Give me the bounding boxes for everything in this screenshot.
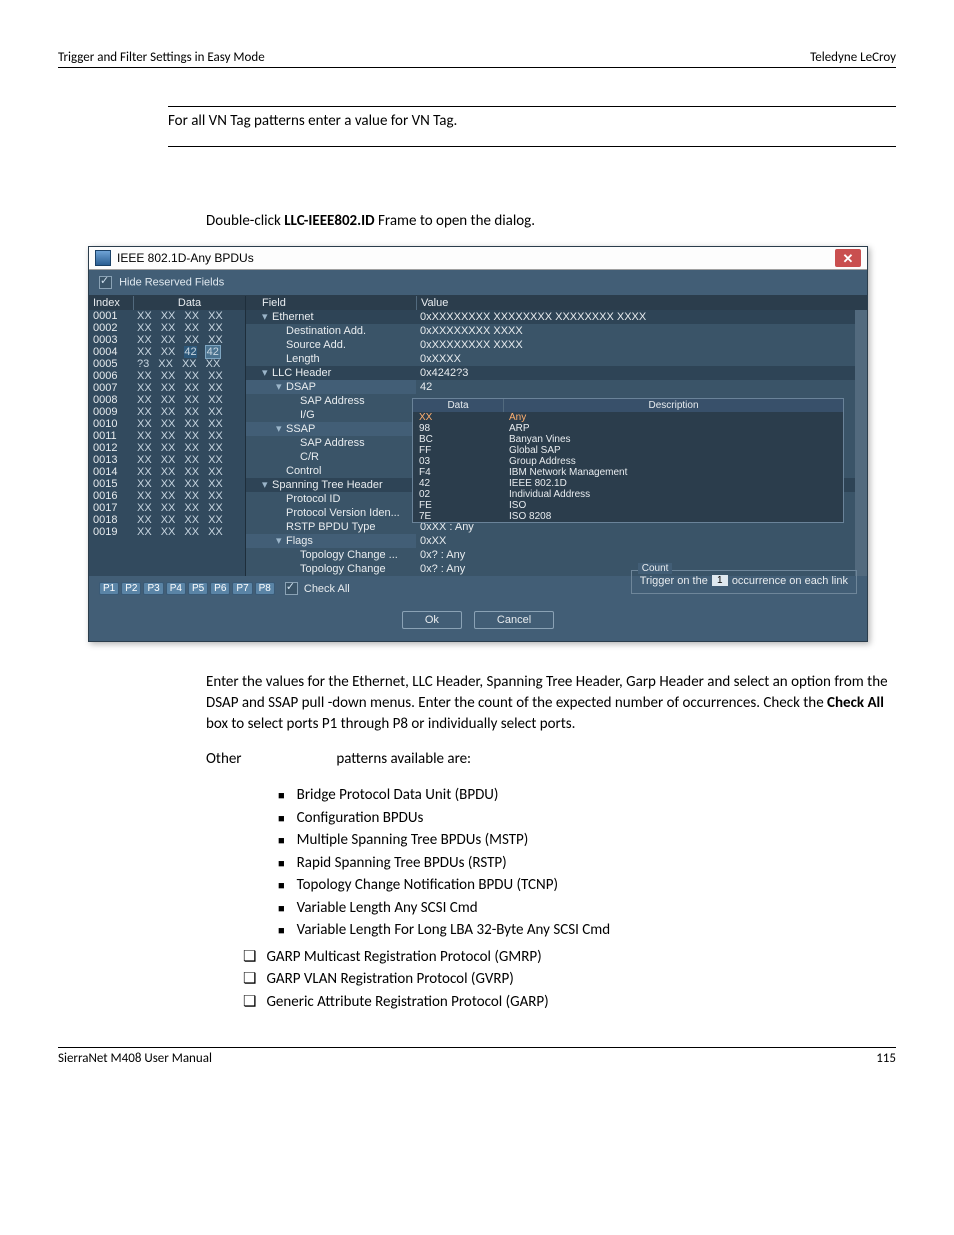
body-para-2: Other patterns available are: <box>206 749 896 770</box>
port-button[interactable]: P4 <box>166 582 186 595</box>
count-legend: Count <box>638 563 673 574</box>
check-all-label: Check All <box>304 583 350 595</box>
list-item: Generic Attribute Registration Protocol … <box>243 991 896 1014</box>
hex-row[interactable]: 0006XXXXXXXX <box>89 370 245 382</box>
dialog-body: Index Data 0001XXXXXXXX0002XXXXXXXX0003X… <box>89 295 867 576</box>
hex-row[interactable]: 0007XXXXXXXX <box>89 382 245 394</box>
separator <box>168 146 896 147</box>
port-button[interactable]: P7 <box>232 582 252 595</box>
hex-row[interactable]: 0009XXXXXXXX <box>89 406 245 418</box>
dropdown-item[interactable]: 7EISO 8208 <box>413 511 843 522</box>
hex-head-index: Index <box>89 296 134 310</box>
hex-row[interactable]: 0008XXXXXXXX <box>89 394 245 406</box>
ok-button[interactable]: Ok <box>402 611 462 629</box>
hex-row[interactable]: 0003XXXXXXXX <box>89 334 245 346</box>
footer-right: 115 <box>876 1051 896 1066</box>
field-tree-panel: Field Value ▾Ethernet0xXXXXXXXX XXXXXXXX… <box>246 296 867 576</box>
tree-row[interactable]: Source Add.0xXXXXXXXX XXXX <box>246 338 867 352</box>
port-button[interactable]: P2 <box>121 582 141 595</box>
dropdown-item[interactable]: 98ARP <box>413 423 843 434</box>
intro-2: Double-click LLC-IEEE802.ID Frame to ope… <box>206 211 896 232</box>
dialog-buttons: Ok Cancel <box>89 605 867 641</box>
tree-row[interactable]: ▾LLC Header0x4242?3 <box>246 366 867 380</box>
hex-row[interactable]: 0001XXXXXXXX <box>89 310 245 322</box>
hex-row[interactable]: 0012XXXXXXXX <box>89 442 245 454</box>
app-icon <box>95 250 111 266</box>
hex-row[interactable]: 0005?3XXXXXX <box>89 358 245 370</box>
hex-row[interactable]: 0017XXXXXXXX <box>89 502 245 514</box>
hex-row[interactable]: 0011XXXXXXXX <box>89 430 245 442</box>
hex-head-data: Data <box>134 296 245 310</box>
bullet-list: Bridge Protocol Data Unit (BPDU)Configur… <box>278 784 896 942</box>
dsap-dropdown[interactable]: Data Description XXAny98ARPBCBanyan Vine… <box>412 398 844 523</box>
dropdown-item[interactable]: 03Group Address <box>413 456 843 467</box>
list-item: GARP VLAN Registration Protocol (GVRP) <box>243 968 896 991</box>
hex-row[interactable]: 0002XXXXXXXX <box>89 322 245 334</box>
hide-reserved-label: Hide Reserved Fields <box>119 276 224 288</box>
tree-head-field: Field <box>246 296 417 310</box>
hex-panel: Index Data 0001XXXXXXXX0002XXXXXXXX0003X… <box>89 296 246 576</box>
tree-row[interactable]: Destination Add.0xXXXXXXXX XXXX <box>246 324 867 338</box>
dialog-title: IEEE 802.1D-Any BPDUs <box>117 251 254 265</box>
header-right: Teledyne LeCroy <box>810 50 896 65</box>
tree-row[interactable]: ▾Flags0xXX <box>246 534 867 548</box>
hex-row[interactable]: 0016XXXXXXXX <box>89 490 245 502</box>
hex-row[interactable]: 0015XXXXXXXX <box>89 478 245 490</box>
port-button[interactable]: P1 <box>99 582 119 595</box>
separator <box>168 106 896 107</box>
ieee-dialog: IEEE 802.1D-Any BPDUs ✕ Hide Reserved Fi… <box>88 246 868 642</box>
list-item: Topology Change Notification BPDU (TCNP) <box>278 874 896 897</box>
port-button[interactable]: P8 <box>255 582 275 595</box>
tree-row[interactable]: ▾DSAP42 <box>246 380 867 394</box>
port-button[interactable]: P3 <box>143 582 163 595</box>
hex-row[interactable]: 0010XXXXXXXX <box>89 418 245 430</box>
dialog-footer: P1P2P3P4P5P6P7P8 Check All Count Trigger… <box>89 576 867 605</box>
tree-row[interactable]: Topology Change ...0x? : Any <box>246 548 867 562</box>
list-item: Rapid Spanning Tree BPDUs (RSTP) <box>278 852 896 875</box>
dropdown-item[interactable]: F4IBM Network Management <box>413 467 843 478</box>
hex-row[interactable]: 0019XXXXXXXX <box>89 526 245 538</box>
count-input[interactable]: 1 <box>712 575 728 586</box>
hex-row[interactable]: 0018XXXXXXXX <box>89 514 245 526</box>
dropdown-item[interactable]: 02Individual Address <box>413 489 843 500</box>
dialog-toolbar: Hide Reserved Fields <box>89 270 867 295</box>
intro-1: For all VN Tag patterns enter a value fo… <box>168 111 896 132</box>
list-item: Bridge Protocol Data Unit (BPDU) <box>278 784 896 807</box>
dropdown-item[interactable]: BCBanyan Vines <box>413 434 843 445</box>
dropdown-item[interactable]: 42IEEE 802.1D <box>413 478 843 489</box>
dd-head-data: Data <box>413 399 504 412</box>
footer-left: SierraNet M408 User Manual <box>58 1051 212 1066</box>
hide-reserved-checkbox[interactable] <box>99 276 112 289</box>
check-list: GARP Multicast Registration Protocol (GM… <box>243 946 896 1014</box>
hex-row[interactable]: 0014XXXXXXXX <box>89 466 245 478</box>
tree-row[interactable]: ▾Ethernet0xXXXXXXXX XXXXXXXX XXXXXXXX XX… <box>246 310 867 324</box>
tree-row[interactable]: Length0xXXXX <box>246 352 867 366</box>
count-group: Count Trigger on the 1 occurrence on eac… <box>631 570 857 594</box>
list-item: Configuration BPDUs <box>278 807 896 830</box>
port-button[interactable]: P5 <box>188 582 208 595</box>
dropdown-item[interactable]: FFGlobal SAP <box>413 445 843 456</box>
header-left: Trigger and Filter Settings in Easy Mode <box>58 50 265 65</box>
hex-row[interactable]: 0004XXXX4242 <box>89 346 245 358</box>
hex-row[interactable]: 0013XXXXXXXX <box>89 454 245 466</box>
close-icon[interactable]: ✕ <box>835 249 861 267</box>
list-item: Variable Length For Long LBA 32-Byte Any… <box>278 919 896 942</box>
page-footer: SierraNet M408 User Manual 115 <box>58 1047 896 1066</box>
document-page: Trigger and Filter Settings in Easy Mode… <box>0 0 954 1096</box>
dropdown-item[interactable]: FEISO <box>413 500 843 511</box>
list-item: Variable Length Any SCSI Cmd <box>278 897 896 920</box>
cancel-button[interactable]: Cancel <box>474 611 554 629</box>
scrollbar[interactable] <box>855 310 867 576</box>
list-item: Multiple Spanning Tree BPDUs (MSTP) <box>278 829 896 852</box>
port-button[interactable]: P6 <box>210 582 230 595</box>
tree-head-value: Value <box>417 296 867 310</box>
dd-head-desc: Description <box>504 399 843 412</box>
check-all-checkbox[interactable] <box>285 582 298 595</box>
list-item: GARP Multicast Registration Protocol (GM… <box>243 946 896 969</box>
body-para-1: Enter the values for the Ethernet, LLC H… <box>206 672 896 735</box>
dropdown-item[interactable]: XXAny <box>413 412 843 423</box>
dialog-titlebar[interactable]: IEEE 802.1D-Any BPDUs ✕ <box>89 247 867 270</box>
page-header: Trigger and Filter Settings in Easy Mode… <box>58 50 896 68</box>
